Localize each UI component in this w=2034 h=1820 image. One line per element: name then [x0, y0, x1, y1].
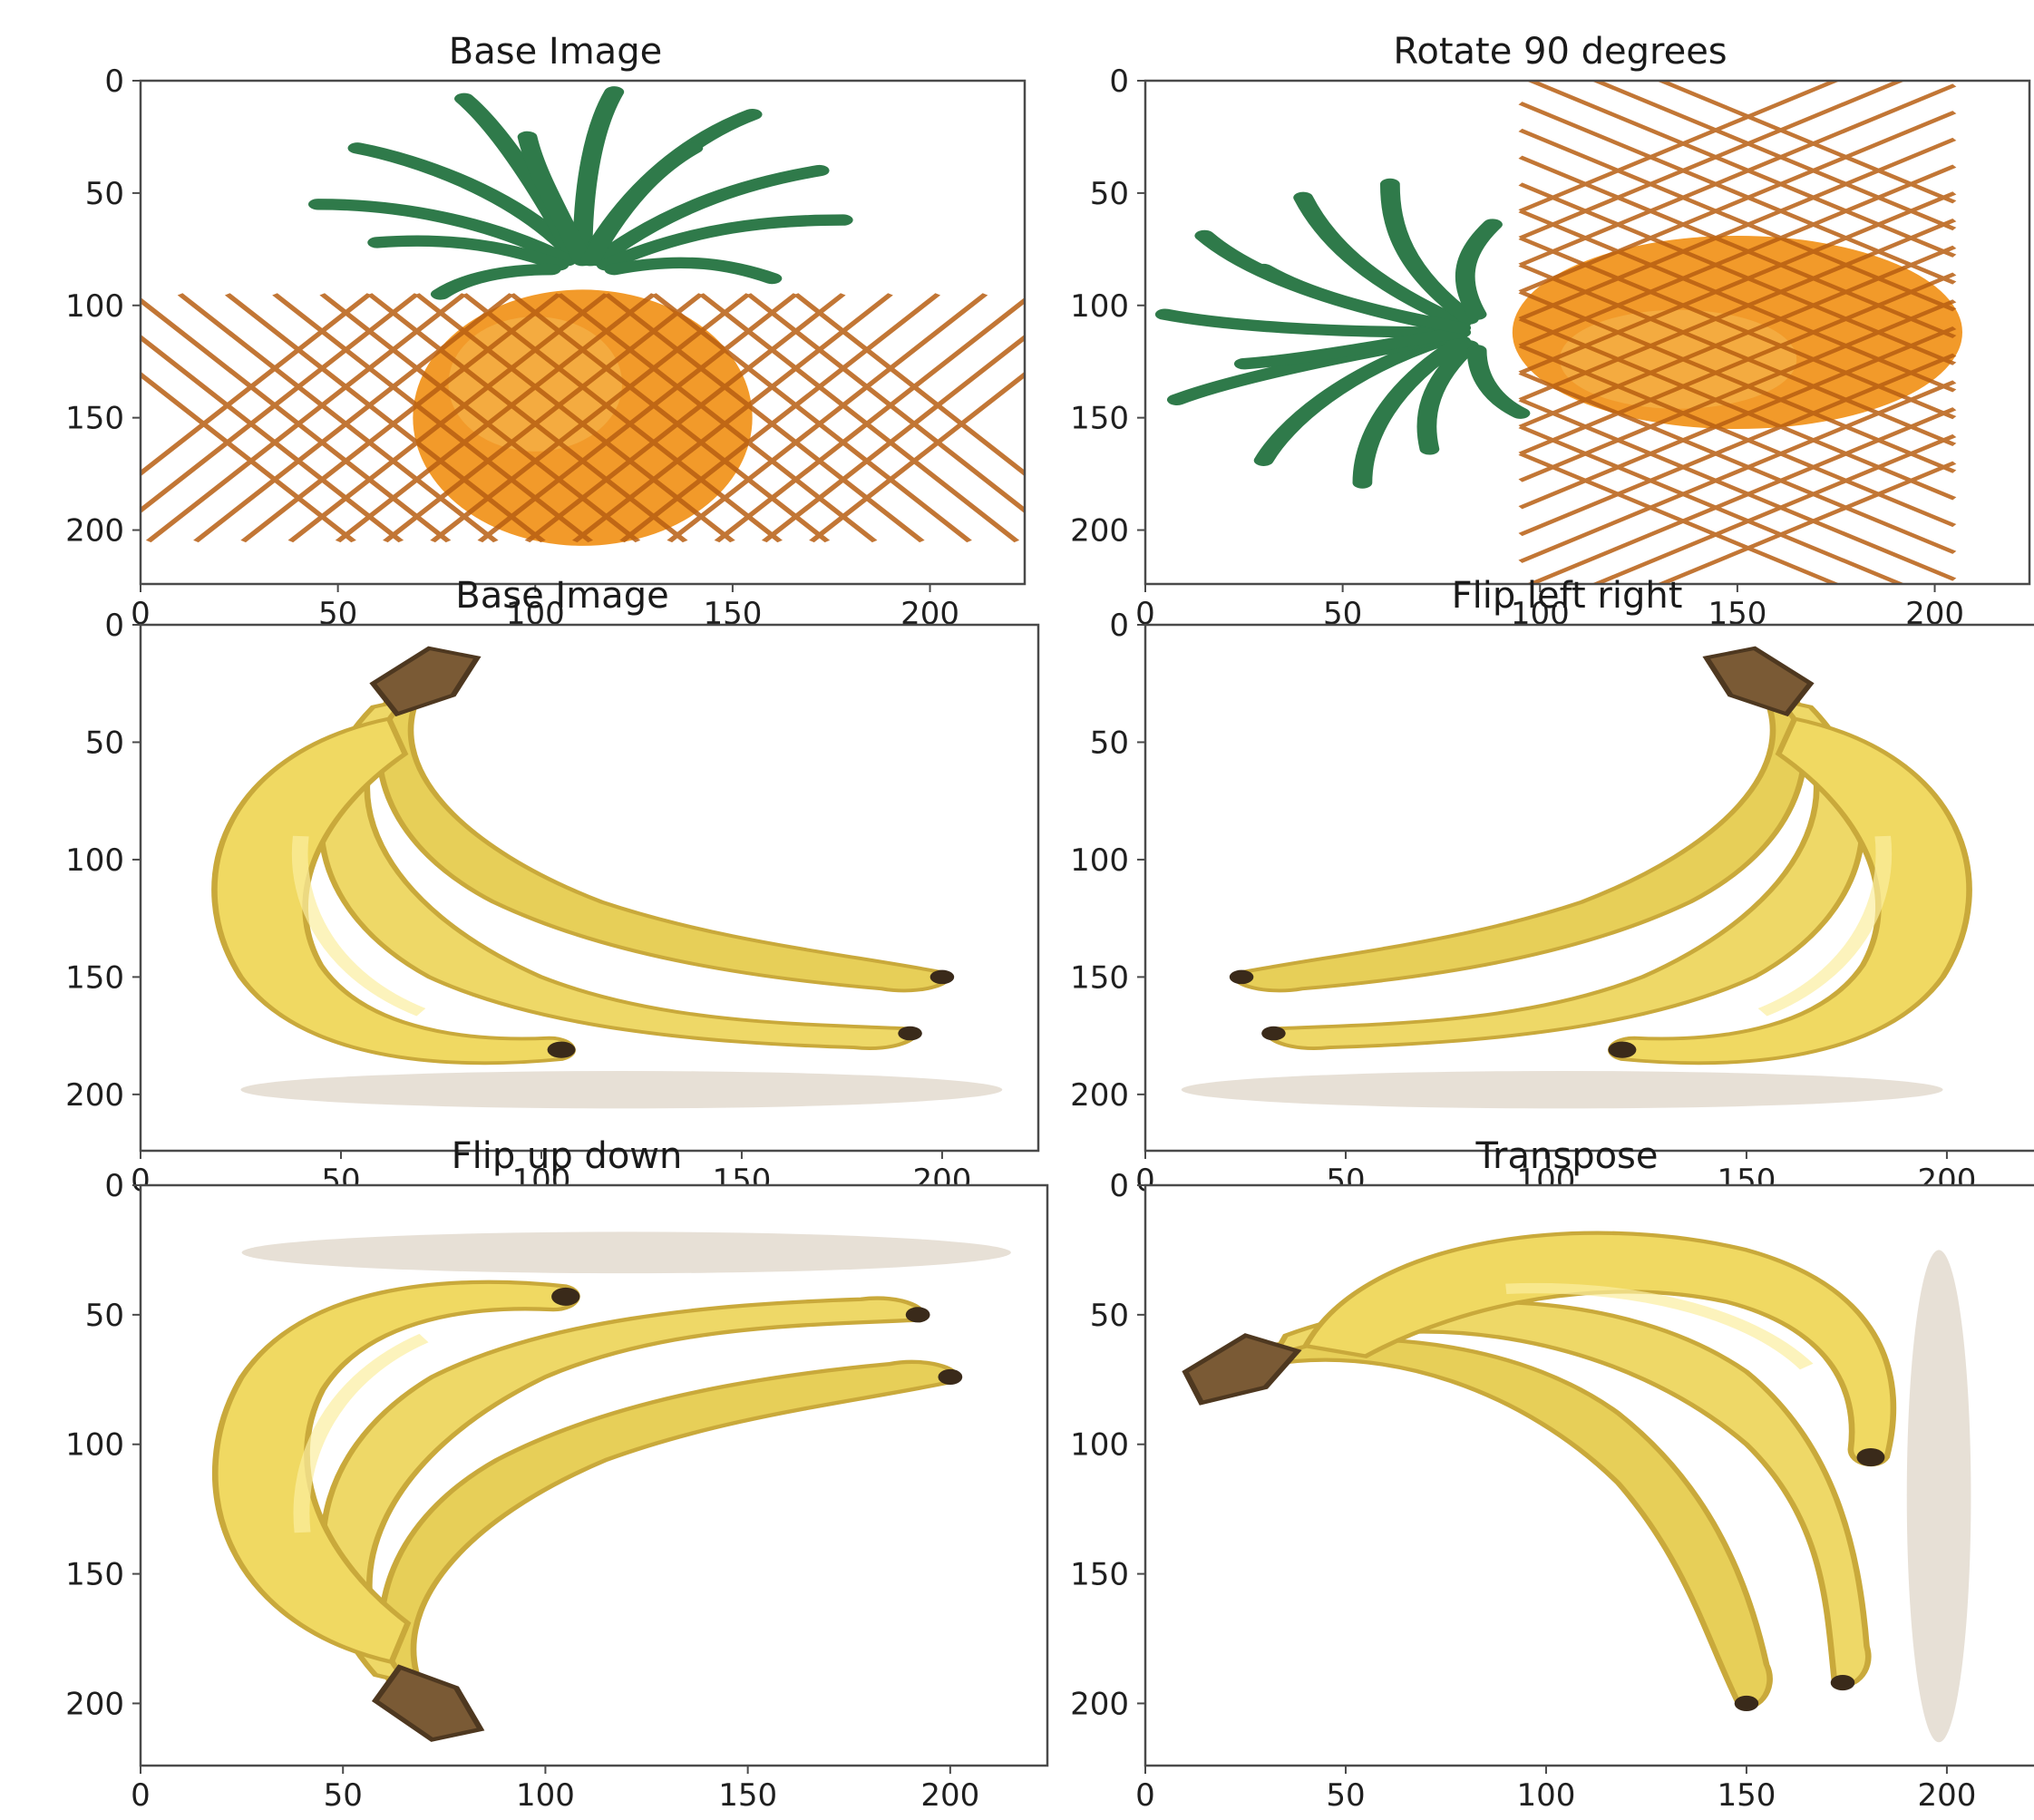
y-tick-label: 150	[65, 401, 124, 437]
y-tick-label: 100	[65, 1427, 124, 1464]
x-tick-label: 200	[1917, 1777, 1976, 1814]
y-tick-label: 50	[1090, 1298, 1129, 1334]
axes-flip-up-down: 0 50 100 150 200 0 50 100 150 200	[65, 1168, 1049, 1814]
banana-bunch-icon	[1181, 646, 1972, 1109]
panel-transpose-banana: Transpose 0 50 100 150 200 0 50 100 150 200	[1041, 1127, 2034, 1820]
pineapple-body-icon	[141, 289, 1025, 546]
y-tick-label: 0	[104, 608, 124, 644]
x-tick-label: 150	[1717, 1777, 1776, 1814]
y-tick-label: 50	[85, 1298, 124, 1334]
x-tick-label: 200	[920, 1777, 979, 1814]
y-tick-label: 200	[1070, 1686, 1129, 1722]
axes-frame	[1144, 79, 2031, 586]
panel-flip-left-right-banana: Flip left right 0 50 100 150 200 0 50 100 150 200	[1041, 567, 2034, 1205]
y-tick-label: 150	[65, 1557, 124, 1593]
y-tick-label: 150	[1070, 1557, 1129, 1593]
panel-base-pineapple: Base Image 0 50 100 150 200 0 50 100 150 200	[36, 23, 1075, 638]
y-tick-label: 150	[65, 959, 124, 996]
y-tick-label: 100	[1070, 1427, 1129, 1464]
panel-rotate-pineapple: Rotate 90 degrees 0 50 100 150 200 0 50 100 150 2…	[1041, 23, 2034, 638]
panel-title: Flip up down	[451, 1135, 683, 1177]
axes-transpose: 0 50 100 150 200 0 50 100 150 200	[1070, 1168, 2034, 1814]
x-tick-label: 0	[131, 596, 151, 632]
y-tick-label: 200	[1070, 1077, 1129, 1114]
banana-bunch-icon	[212, 1231, 1011, 1742]
x-tick-label: 150	[718, 1777, 777, 1814]
image-content	[141, 81, 1025, 584]
banana-bunch-icon	[211, 646, 1003, 1109]
image-content	[141, 1185, 1047, 1766]
y-tick-label: 150	[1070, 959, 1129, 996]
panel-flip-up-down-banana: Flip up down 0 50 100 150 200 0 50 100 150 200	[36, 1127, 1097, 1820]
panel-title: Base Image	[455, 575, 669, 617]
panel-title: Flip left right	[1451, 575, 1683, 617]
axes-frame	[139, 623, 1040, 1153]
y-tick-label: 100	[1070, 288, 1129, 325]
image-content	[141, 625, 1038, 1151]
y-tick-label: 200	[65, 1077, 124, 1114]
y-tick-label: 100	[1070, 842, 1129, 879]
panel-title: Base Image	[448, 31, 663, 73]
panel-base-banana: Base Image 0 50 100 150 200 0 50 100 150 200	[36, 567, 1088, 1205]
y-tick-label: 200	[1070, 513, 1129, 550]
y-tick-label: 50	[1090, 176, 1129, 212]
pineapple-body-icon	[1512, 81, 1963, 584]
pineapple-leaves-icon	[1154, 178, 1531, 489]
x-tick-label: 100	[1517, 1777, 1576, 1814]
image-content	[1145, 625, 2034, 1151]
y-tick-label: 50	[85, 176, 124, 212]
panel-title: Rotate 90 degrees	[1393, 31, 1727, 73]
y-tick-label: 100	[65, 842, 124, 879]
y-tick-label: 0	[1109, 63, 1129, 100]
x-tick-label: 50	[324, 1777, 363, 1814]
y-tick-label: 0	[104, 1168, 124, 1204]
y-tick-label: 0	[1109, 608, 1129, 644]
x-tick-label: 0	[1135, 1777, 1155, 1814]
image-content	[1145, 81, 2029, 584]
x-tick-label: 0	[1135, 596, 1155, 632]
x-tick-label: 100	[516, 1777, 575, 1814]
image-content	[1145, 1185, 2034, 1766]
figure-grid: Base Image 0 50 100 150 200 0 50 100 150 200 Rota…	[36, 23, 2034, 1814]
panel-title: Transpose	[1475, 1135, 1659, 1177]
y-tick-label: 100	[65, 288, 124, 325]
y-tick-label: 50	[1090, 725, 1129, 761]
y-tick-label: 200	[65, 1686, 124, 1722]
banana-bunch-icon	[1182, 1231, 1971, 1743]
pineapple-leaves-icon	[307, 86, 853, 300]
axes-frame	[1144, 623, 2034, 1153]
x-tick-label: 0	[131, 1777, 151, 1814]
y-tick-label: 50	[85, 725, 124, 761]
y-tick-label: 0	[1109, 1168, 1129, 1204]
x-tick-label: 50	[1326, 1777, 1365, 1814]
axes-frame	[139, 79, 1027, 586]
y-tick-label: 200	[65, 513, 124, 550]
y-tick-label: 150	[1070, 401, 1129, 437]
y-tick-label: 0	[104, 63, 124, 100]
